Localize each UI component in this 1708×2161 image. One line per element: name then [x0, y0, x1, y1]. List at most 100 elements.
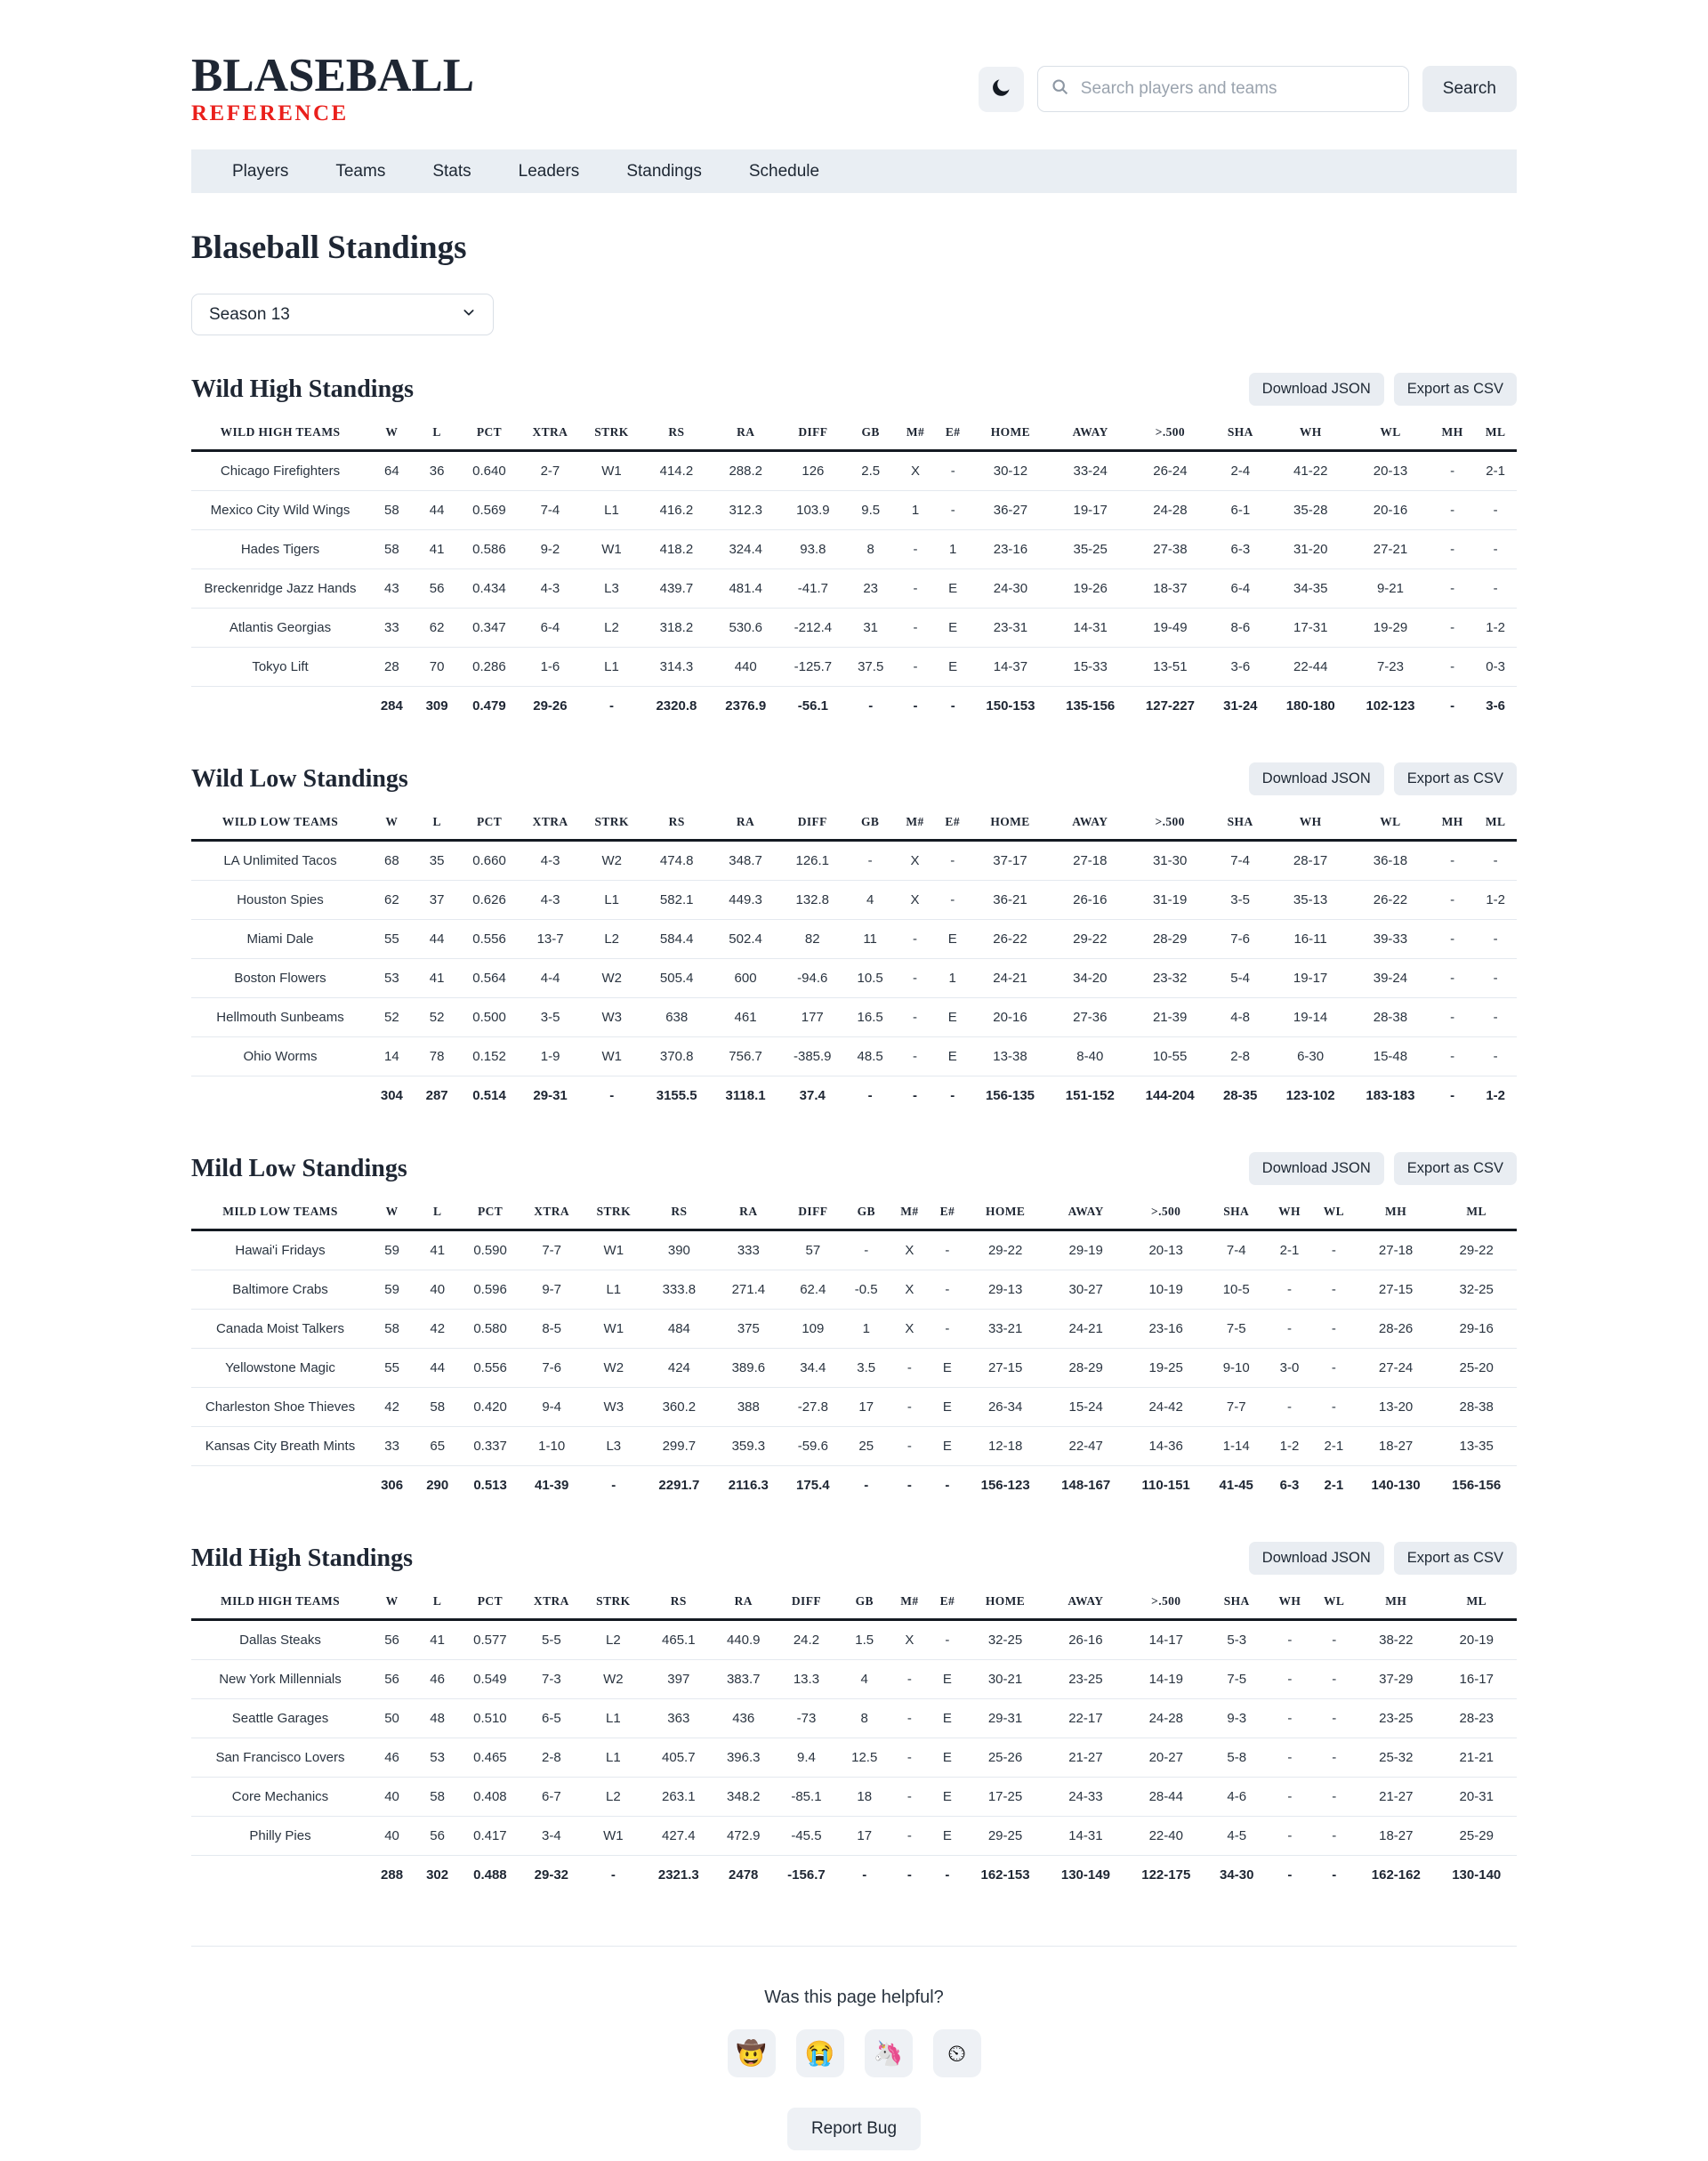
team-name[interactable]: Core Mechanics — [191, 1777, 369, 1818]
stat-cell: - — [1474, 919, 1517, 960]
stat-cell: - — [1430, 880, 1475, 921]
totals-cell: - — [862, 1867, 867, 1883]
stat-cell: -385.9 — [779, 1036, 846, 1077]
stat-cell: - — [842, 1230, 890, 1271]
stat-cell: 7-6 — [1210, 919, 1271, 960]
stat-cell: -0.5 — [842, 1270, 890, 1310]
team-name[interactable]: Philly Pies — [191, 1816, 369, 1857]
team-name[interactable]: Hades Tigers — [191, 529, 369, 570]
stat-cell: 0.417 — [460, 1816, 520, 1857]
team-name[interactable]: Mexico City Wild Wings — [191, 490, 369, 531]
timer-emoji-button[interactable]: ⏲ — [932, 2029, 981, 2078]
stat-cell: 24-33 — [1045, 1777, 1126, 1818]
stat-cell: 1-10 — [520, 1426, 584, 1467]
export-csv-button[interactable]: Export as CSV — [1393, 762, 1517, 796]
totals-cell: - — [864, 1478, 869, 1494]
search-button[interactable]: Search — [1422, 66, 1517, 113]
stat-cell: 17 — [839, 1816, 890, 1857]
stat-cell: 56 — [369, 1659, 415, 1700]
section-actions: Download JSON Export as CSV — [1248, 1542, 1517, 1576]
stat-cell: 4 — [839, 1659, 890, 1700]
nav-item-stats[interactable]: Stats — [432, 161, 471, 181]
column-header: DIFF — [773, 1584, 840, 1622]
stat-cell: 4-3 — [519, 840, 582, 882]
stat-cell: 19-17 — [1270, 958, 1351, 999]
stat-cell: W2 — [583, 1348, 645, 1389]
totals-row: 284 309 0.479 29-26 - 2320.8 2376.9 -56.1 - - - 150… — [191, 687, 1517, 726]
stat-cell: 363 — [643, 1698, 713, 1739]
stat-cell: 28-17 — [1270, 840, 1351, 882]
stat-cell: E — [935, 568, 971, 609]
team-name[interactable]: Seattle Garages — [191, 1698, 369, 1739]
totals-cell: 287 — [425, 1088, 448, 1104]
stat-cell: - — [1430, 919, 1475, 960]
team-name[interactable]: Charleston Shoe Thieves — [191, 1387, 369, 1428]
totals-cell: 41-45 — [1219, 1478, 1253, 1494]
unicorn-emoji-button[interactable]: 🦄 — [864, 2029, 913, 2078]
download-json-button[interactable]: Download JSON — [1248, 762, 1384, 796]
column-header: RS — [643, 1584, 713, 1622]
stat-cell: 7-7 — [520, 1230, 584, 1271]
team-name[interactable]: Baltimore Crabs — [191, 1270, 369, 1310]
stat-cell: - — [895, 997, 935, 1038]
team-name[interactable]: Yellowstone Magic — [191, 1348, 369, 1389]
team-name[interactable]: Houston Spies — [191, 880, 369, 921]
stat-cell: 33-24 — [1050, 450, 1131, 492]
team-name[interactable]: Miami Dale — [191, 919, 369, 960]
cowboy-emoji-button[interactable]: 🤠 — [727, 2029, 776, 2078]
stat-cell: 2-8 — [1210, 1036, 1271, 1077]
stat-cell: 33 — [369, 608, 415, 649]
totals-cell: 28-35 — [1222, 1088, 1258, 1104]
download-json-button[interactable]: Download JSON — [1248, 1152, 1384, 1186]
stat-cell: 36-21 — [970, 880, 1051, 921]
nav-item-schedule[interactable]: Schedule — [748, 161, 820, 181]
nav-item-teams[interactable]: Teams — [335, 161, 386, 181]
standings-section: Wild Low Standings Download JSON Export as… — [191, 762, 1517, 1115]
team-name[interactable]: Chicago Firefighters — [191, 450, 369, 492]
team-name[interactable]: Tokyo Lift — [191, 647, 369, 688]
team-name[interactable]: Ohio Worms — [191, 1036, 369, 1077]
team-name[interactable]: Kansas City Breath Mints — [191, 1426, 369, 1467]
report-bug-button[interactable]: Report Bug — [786, 2108, 922, 2151]
team-name[interactable]: Dallas Steaks — [191, 1619, 369, 1661]
stat-cell: 34-35 — [1270, 568, 1351, 609]
team-name[interactable]: LA Unlimited Tacos — [191, 840, 369, 882]
team-name[interactable]: Hawai'i Fridays — [191, 1230, 369, 1271]
export-csv-button[interactable]: Export as CSV — [1393, 1152, 1517, 1186]
site-logo[interactable]: BLASEBALL REFERENCE — [191, 52, 474, 126]
stat-cell: 1-6 — [519, 647, 582, 688]
stat-cell: 16-17 — [1436, 1659, 1517, 1700]
stat-cell: -45.5 — [773, 1816, 840, 1857]
export-csv-button[interactable]: Export as CSV — [1393, 1542, 1517, 1576]
export-csv-button[interactable]: Export as CSV — [1393, 373, 1517, 407]
nav-item-standings[interactable]: Standings — [626, 161, 702, 181]
stat-cell: 36 — [414, 450, 460, 492]
team-name[interactable]: New York Millennials — [191, 1659, 369, 1700]
team-name[interactable]: Canada Moist Talkers — [191, 1309, 369, 1350]
dark-mode-toggle[interactable] — [978, 66, 1024, 112]
team-name[interactable]: San Francisco Lovers — [191, 1738, 369, 1778]
season-selector[interactable]: Season 13 — [191, 294, 494, 336]
stat-cell: 23-16 — [1125, 1309, 1206, 1350]
download-json-button[interactable]: Download JSON — [1248, 373, 1384, 407]
nav-item-players[interactable]: Players — [232, 161, 289, 181]
section-header: Wild High Standings Download JSON Export a… — [191, 373, 1517, 407]
team-name[interactable]: Atlantis Georgias — [191, 608, 369, 649]
stat-cell: 19-25 — [1125, 1348, 1206, 1389]
search-input[interactable] — [1078, 78, 1396, 101]
standings-table: WILD LOW TEAMS W L PCT XTRA STRK RS RA DIFF GB M# E… — [191, 804, 1517, 1115]
stat-cell: 0.556 — [460, 1348, 520, 1389]
stat-cell: 8-6 — [1210, 608, 1271, 649]
team-name[interactable]: Boston Flowers — [191, 958, 369, 999]
stat-cell: 23-25 — [1356, 1698, 1437, 1739]
team-name[interactable]: Hellmouth Sunbeams — [191, 997, 369, 1038]
totals-cell: - — [945, 1478, 950, 1494]
totals-cell: 34-30 — [1220, 1867, 1254, 1883]
column-header: ML — [1474, 415, 1517, 453]
nav-item-leaders[interactable]: Leaders — [518, 161, 580, 181]
totals-row: 304 287 0.514 29-31 - 3155.5 3118.1 37.4 - - - 156-… — [191, 1076, 1517, 1116]
crying-emoji-button[interactable]: 😭 — [795, 2029, 844, 2078]
download-json-button[interactable]: Download JSON — [1248, 1542, 1384, 1576]
stat-cell: 20-19 — [1436, 1619, 1517, 1661]
team-name[interactable]: Breckenridge Jazz Hands — [191, 568, 369, 609]
